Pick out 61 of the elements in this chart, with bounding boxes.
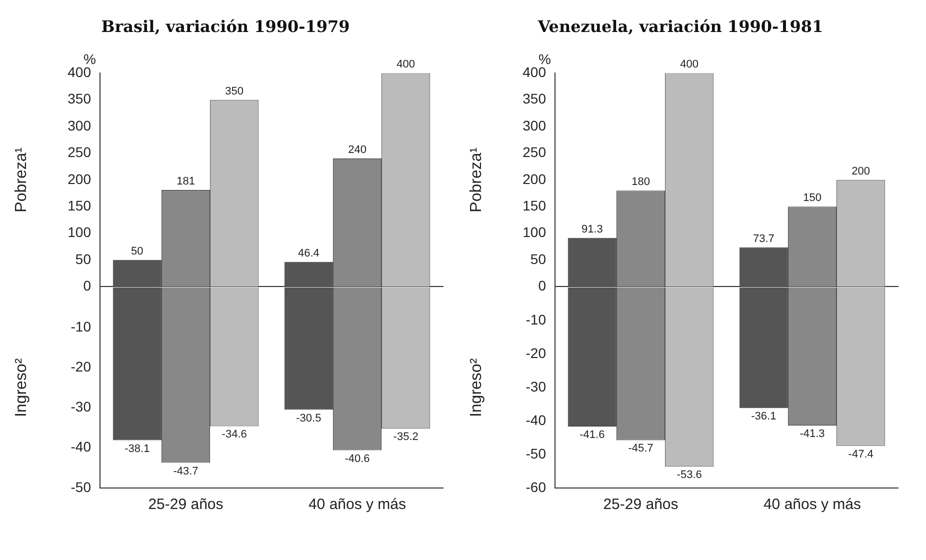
data-label: 400 [680, 58, 699, 71]
y-tick-label: 150 [522, 197, 546, 214]
y-tick-label: 350 [68, 90, 92, 107]
y-tick-label: -40 [526, 412, 546, 428]
y-tick-label: 300 [68, 117, 92, 134]
data-label: 400 [396, 58, 416, 71]
data-label: -43.7 [173, 465, 198, 478]
data-label: -30.5 [296, 412, 322, 424]
y-tick-label: 200 [68, 170, 92, 187]
data-label: 180 [632, 176, 650, 188]
y-tick-label: 100 [522, 224, 546, 240]
y-axis-title: Ingreso² [468, 358, 486, 418]
data-label: -41.6 [580, 429, 605, 442]
data-label: 50 [131, 245, 144, 258]
x-tick-label: 40 años y más [308, 496, 406, 514]
y-tick-label: -10 [526, 312, 546, 328]
data-label: 46.4 [298, 247, 320, 260]
y-tick-label: -30 [526, 378, 546, 395]
data-label: -38.1 [124, 442, 150, 455]
y-tick-label: -50 [70, 478, 92, 495]
data-label: 150 [803, 192, 822, 204]
y-tick-label: -10 [70, 318, 92, 334]
y-tick-label: 0 [538, 277, 546, 294]
chart-title: Brasil, variación 1990-1979 [101, 16, 350, 36]
y-tick-label: 150 [68, 197, 92, 214]
data-label: 200 [852, 165, 870, 178]
data-label: -47.4 [848, 448, 874, 460]
data-label: 73.7 [752, 232, 774, 245]
y-tick-label: -50 [526, 445, 546, 462]
chart-title: Venezuela, variación 1990-1981 [536, 16, 824, 36]
data-label: 350 [225, 85, 244, 98]
data-label: 240 [348, 144, 366, 156]
data-label: -35.2 [393, 431, 418, 444]
y-tick-label: 350 [522, 90, 546, 107]
x-tick-label: 25-29 años [603, 496, 678, 514]
y-tick-label: 100 [68, 224, 92, 240]
data-label: -53.6 [676, 469, 702, 482]
y-tick-label: 300 [522, 117, 546, 134]
y-tick-label: -30 [70, 398, 92, 415]
data-label: -41.3 [800, 428, 825, 440]
y-tick-label: -40 [70, 438, 92, 455]
data-label: 181 [176, 176, 195, 188]
y-tick-label: -20 [70, 358, 92, 374]
data-label: -36.1 [751, 410, 776, 423]
x-tick-label: 40 años y más [763, 496, 862, 514]
y-axis-title: Pobreza¹ [468, 147, 486, 212]
x-tick-label: 25-29 años [148, 496, 224, 514]
y-tick-label: 250 [68, 144, 92, 160]
y-axis-title: Ingreso² [13, 358, 30, 418]
data-label: -45.7 [628, 442, 654, 455]
y-tick-label: 250 [522, 144, 546, 160]
y-axis-title: Pobreza¹ [13, 147, 30, 212]
data-label: -40.6 [344, 452, 370, 465]
y-tick-label: 0 [83, 277, 92, 294]
data-label: 91.3 [581, 223, 603, 236]
y-tick-label: 50 [530, 250, 546, 267]
y-tick-label: 200 [522, 170, 546, 187]
y-tick-label: 50 [75, 250, 92, 267]
y-tick-label: -60 [526, 478, 546, 495]
data-label: -34.6 [222, 428, 247, 441]
y-tick-label: -20 [526, 345, 546, 362]
